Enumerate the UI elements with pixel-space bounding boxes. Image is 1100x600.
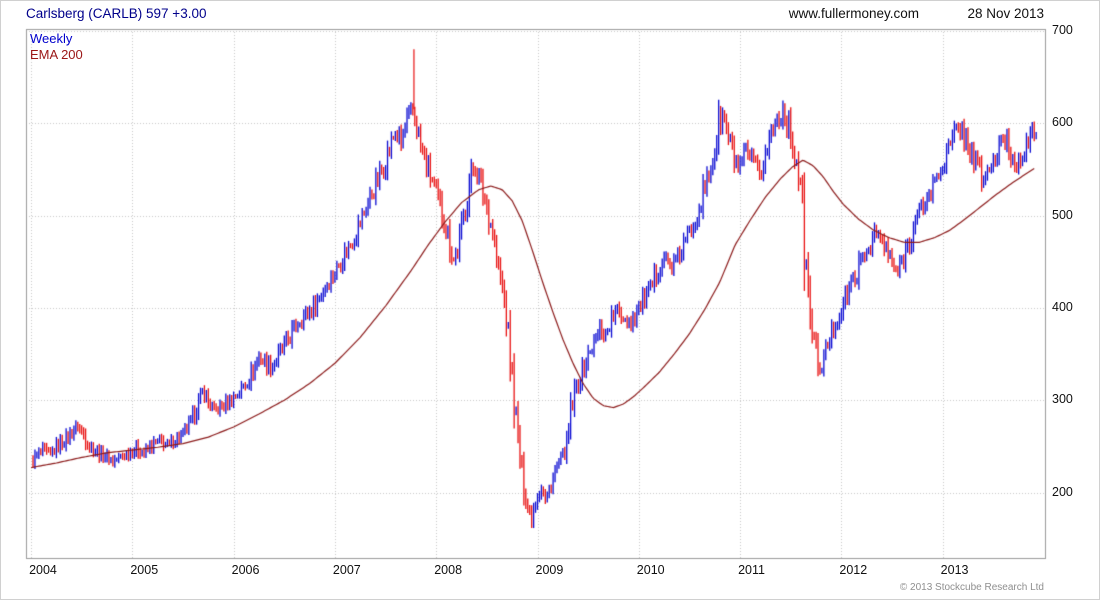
copyright-label: © 2013 Stockcube Research Ltd [899, 582, 1044, 593]
legend-weekly-label: Weekly [30, 31, 73, 46]
x-axis-tick-label: 2006 [231, 563, 260, 577]
y-axis-tick-label: 400 [1052, 299, 1073, 314]
x-axis-tick-label: 2012 [839, 563, 868, 577]
x-axis-tick-label: 2008 [434, 563, 463, 577]
date-label: 28 Nov 2013 [967, 6, 1044, 21]
x-axis-tick-label: 2005 [130, 563, 159, 577]
y-axis-tick-label: 300 [1052, 392, 1073, 407]
site-url: www.fullermoney.com [788, 6, 919, 21]
legend: Weekly EMA 200 [30, 31, 83, 63]
x-axis-tick-label: 2007 [332, 563, 361, 577]
y-axis-tick-label: 200 [1052, 484, 1073, 499]
x-axis-tick-label: 2009 [535, 563, 564, 577]
x-axis-tick-label: 2004 [29, 563, 57, 577]
x-axis-tick-label: 2010 [636, 563, 665, 577]
legend-ema-label: EMA 200 [30, 47, 83, 62]
y-axis-tick-label: 500 [1052, 207, 1073, 222]
y-axis-tick-label: 600 [1052, 115, 1073, 130]
x-axis-tick-label: 2011 [738, 563, 765, 577]
x-axis-tick-label: 2013 [940, 563, 969, 577]
y-axis-tick-label: 700 [1052, 22, 1073, 37]
chart-title: Carlsberg (CARLB) 597 +3.00 [26, 6, 207, 21]
